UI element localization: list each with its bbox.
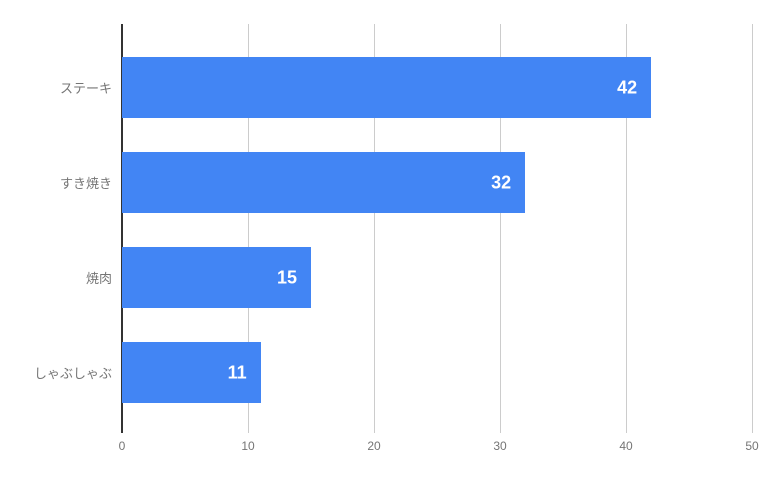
- bar-value-label: 32: [491, 172, 512, 192]
- x-tick-label: 40: [619, 439, 633, 453]
- bar-row: しゃぶしゃぶ 11: [0, 342, 776, 403]
- plot-area: [121, 24, 753, 433]
- category-label: しゃぶしゃぶ: [33, 366, 112, 381]
- bar-row: すき焼き 32: [0, 152, 776, 213]
- gridline: [626, 24, 627, 433]
- category-label: ステーキ: [59, 81, 112, 96]
- axis-baseline: [121, 24, 123, 433]
- category-label: 焼肉: [85, 271, 112, 286]
- category-label: すき焼き: [59, 176, 112, 191]
- x-tick-label: 20: [367, 439, 381, 453]
- bar[interactable]: 42: [122, 57, 652, 118]
- x-tick-label: 10: [241, 439, 255, 453]
- x-tick-label: 30: [493, 439, 507, 453]
- bar-row: ステーキ 42: [0, 57, 776, 118]
- bar[interactable]: 32: [122, 152, 526, 213]
- x-tick-label: 50: [745, 439, 759, 453]
- bar-value-label: 11: [227, 362, 247, 382]
- gridline: [374, 24, 375, 433]
- x-tick-label: 0: [118, 439, 126, 453]
- bar-value-label: 15: [276, 267, 297, 287]
- bar[interactable]: 11: [122, 342, 261, 403]
- gridline: [248, 24, 249, 433]
- bar-value-label: 42: [617, 77, 638, 97]
- bar-row: 焼肉 15: [0, 247, 776, 308]
- bar[interactable]: 15: [122, 247, 311, 308]
- gridline: [752, 24, 753, 433]
- gridline: [500, 24, 501, 433]
